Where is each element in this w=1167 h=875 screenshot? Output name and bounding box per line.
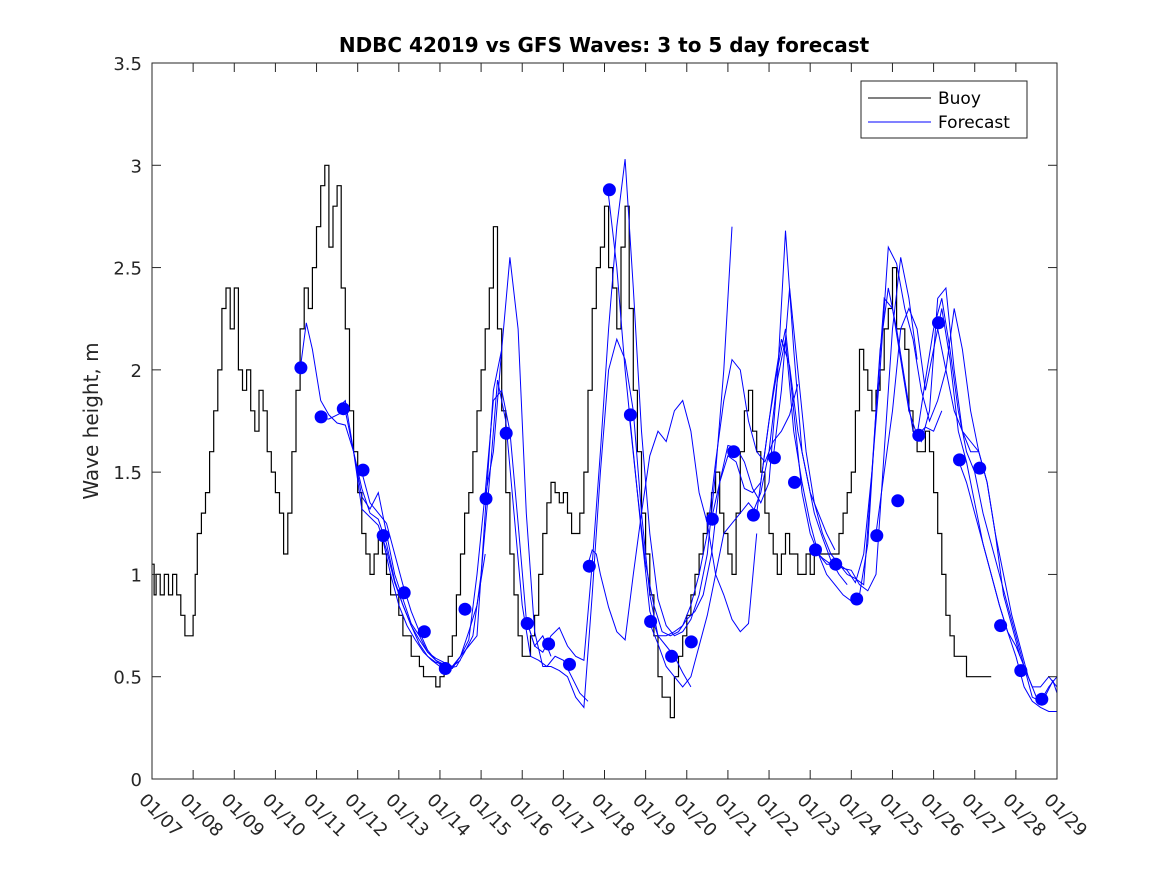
- forecast-marker-point: [479, 492, 493, 506]
- forecast-marker-point: [684, 635, 698, 649]
- legend-forecast-label: Forecast: [938, 113, 1010, 133]
- series-layer: [152, 159, 1058, 719]
- forecast-marker-point: [294, 361, 308, 375]
- legend-box: [860, 80, 1028, 139]
- forecast-marker-point: [336, 402, 350, 416]
- forecast-marker-point: [458, 602, 472, 616]
- y-tick-label: 3.5: [113, 54, 142, 75]
- marker-layer: [294, 183, 1049, 706]
- forecast-run-line: [381, 380, 589, 702]
- forecast-marker-point: [563, 657, 576, 671]
- forecast-run-line: [299, 322, 461, 668]
- y-tick-label: 0: [131, 770, 142, 791]
- legend: Buoy Forecast: [860, 80, 1028, 139]
- forecast-marker-point: [438, 662, 452, 675]
- forecast-marker-point: [623, 408, 637, 422]
- forecast-marker-point: [356, 463, 370, 477]
- y-tick-label: 2: [131, 361, 142, 382]
- forecast-marker-point: [973, 461, 987, 475]
- forecast-marker-point: [809, 543, 822, 557]
- forecast-marker-point: [829, 557, 843, 571]
- forecast-marker-point: [953, 453, 966, 467]
- y-tick-label: 1: [131, 565, 142, 586]
- forecast-run-line: [875, 307, 1057, 712]
- y-tick-label: 3: [131, 156, 142, 177]
- forecast-marker-point: [870, 529, 884, 543]
- forecast-marker-point: [932, 316, 945, 330]
- forecast-marker-point: [397, 586, 411, 600]
- forecast-marker-point: [376, 529, 390, 543]
- forecast-marker-point: [891, 494, 905, 508]
- forecast-marker-point: [746, 508, 760, 522]
- forecast-marker-point: [542, 637, 556, 651]
- forecast-run-line: [361, 389, 552, 669]
- forecast-run-line: [916, 298, 1058, 688]
- forecast-marker-point: [520, 617, 534, 630]
- legend-buoy-label: Buoy: [938, 89, 981, 109]
- forecast-marker-point: [602, 183, 616, 197]
- forecast-marker-point: [727, 445, 741, 459]
- forecast-run-line: [649, 339, 848, 688]
- y-axis-label: Wave height, m: [79, 342, 103, 499]
- forecast-marker-point: [1035, 692, 1049, 706]
- forecast-marker-point: [850, 592, 864, 606]
- forecast-marker-point: [1014, 664, 1028, 678]
- y-tick-label: 2.5: [113, 259, 142, 280]
- forecast-run-line: [484, 257, 692, 709]
- y-tick-label: 0.5: [113, 668, 142, 689]
- forecast-marker-point: [314, 410, 328, 424]
- forecast-run-line: [525, 159, 733, 662]
- forecast-marker-point: [644, 615, 658, 628]
- y-axis: 0 0.5 1 1.5 2 2.5 3 3.5: [113, 54, 1057, 791]
- forecast-marker-point: [665, 649, 679, 663]
- forecast-run-line: [587, 399, 758, 641]
- y-tick-label: 1.5: [113, 463, 142, 484]
- forecast-marker-point: [417, 625, 431, 639]
- buoy-series-line: [152, 164, 992, 719]
- forecast-marker-point: [705, 512, 719, 526]
- forecast-run-line: [772, 245, 980, 586]
- forecast-marker-point: [499, 426, 513, 440]
- forecast-marker-point: [767, 451, 781, 465]
- forecast-marker-point: [994, 619, 1008, 633]
- forecast-marker-point: [582, 559, 596, 573]
- chart-title: NDBC 42019 vs GFS Waves: 3 to 5 day fore…: [339, 33, 870, 57]
- forecast-marker-point: [788, 475, 801, 489]
- forecast-marker-point: [912, 428, 926, 442]
